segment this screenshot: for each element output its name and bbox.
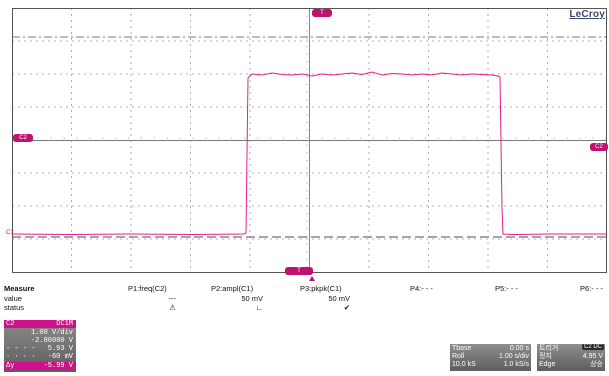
channel2-descriptor[interactable]: C2 DC1M 1.00 V/div -2.80000 V - - - - 5.… <box>4 320 76 372</box>
channel2-cursor2: -60 mV <box>47 353 73 361</box>
measure-p3-status: ✔ <box>343 303 350 312</box>
timebase-mode: Roll <box>452 353 465 360</box>
channel-offset-marker-right[interactable]: C2 <box>590 143 608 151</box>
cursor-line-icon: - - - - <box>6 345 36 353</box>
measure-row-label-value: value <box>4 294 22 303</box>
trigger-arrow-icon <box>309 276 315 281</box>
measure-p3-header[interactable]: P3:pkpk(C1) <box>300 284 342 293</box>
channel2-row: -2.80000 V <box>6 337 73 345</box>
trigger-mode: 정지 <box>539 353 552 360</box>
trigger-position-marker[interactable]: T <box>285 267 313 275</box>
trigger-source-tag: C2 DC <box>581 344 604 350</box>
grid-center-axes <box>12 8 607 273</box>
delta-y-label: Δy <box>6 362 15 370</box>
channel2-offset: -2.80000 V <box>30 337 73 345</box>
waveform-display[interactable] <box>12 8 607 273</box>
measure-p3-value: 50 mV <box>328 294 350 303</box>
measure-table: Measure value status P1:freq(C2) --- ⚠ P… <box>0 284 609 318</box>
channel2-header: C2 DC1M <box>4 320 76 328</box>
measure-p6-header[interactable]: P6:- - - <box>580 284 603 293</box>
channel-offset-marker-left[interactable]: C2 <box>13 134 33 142</box>
timebase-delay: 0.00 s <box>509 345 529 352</box>
timebase-samples: 10.0 kS <box>452 361 476 368</box>
measure-p2-value: 50 mV <box>241 294 263 303</box>
timebase-descriptor[interactable]: Tbase 0.00 s Roll 1.00 s/div 10.0 kS 1.0… <box>450 344 531 371</box>
channel2-label: C2 <box>6 320 15 328</box>
channel2-coupling: DC1M <box>56 320 73 328</box>
trigger-slope: 상승 <box>590 361 603 368</box>
channel2-delta-row: Δy -5.99 V <box>4 362 76 370</box>
timebase-sdiv: 1.00 s/div <box>499 353 529 360</box>
cursor-line-icon: · · · · <box>6 353 36 361</box>
measure-row-label-status: status <box>4 303 25 312</box>
channel2-row: - - - - 5.93 V <box>6 345 73 353</box>
measure-p1-header[interactable]: P1:freq(C2) <box>128 284 167 293</box>
channel2-delta-y: -5.99 V <box>43 362 73 370</box>
trigger-label: 트리거 <box>539 345 559 352</box>
trigger-descriptor[interactable]: C2 DC 트리거 정지 4.95 V Edge 상승 <box>537 344 605 371</box>
channel2-vdiv: 1.00 V/div <box>30 329 73 337</box>
measure-p1-value: --- <box>168 294 177 303</box>
brand-logo: LeCroy <box>569 9 605 20</box>
trigger-type: Edge <box>539 361 556 368</box>
channel2-cursor1: 5.93 V <box>47 345 73 353</box>
measure-title: Measure <box>4 284 35 293</box>
measure-p4-header[interactable]: P4:- - - <box>410 284 433 293</box>
measure-p1-status: ⚠ <box>169 303 176 312</box>
timebase-rate: 1.0 kS/s <box>503 361 529 368</box>
trigger-level: 4.95 V <box>582 353 603 360</box>
measure-p5-header[interactable]: P5:- - - <box>495 284 518 293</box>
trigger-time-marker[interactable]: T <box>312 9 332 17</box>
grid-ticks <box>12 8 607 273</box>
timebase-label: Tbase <box>452 345 472 352</box>
waveform-trace <box>12 71 607 236</box>
channel2-row: 1.00 V/div <box>6 329 73 337</box>
channel1-ground-tag: C1 <box>6 230 14 236</box>
measure-p2-header[interactable]: P2:ampl(C1) <box>211 284 254 293</box>
channel2-row: · · · · -60 mV <box>6 353 73 361</box>
measure-p2-status: ∟ <box>255 303 263 312</box>
